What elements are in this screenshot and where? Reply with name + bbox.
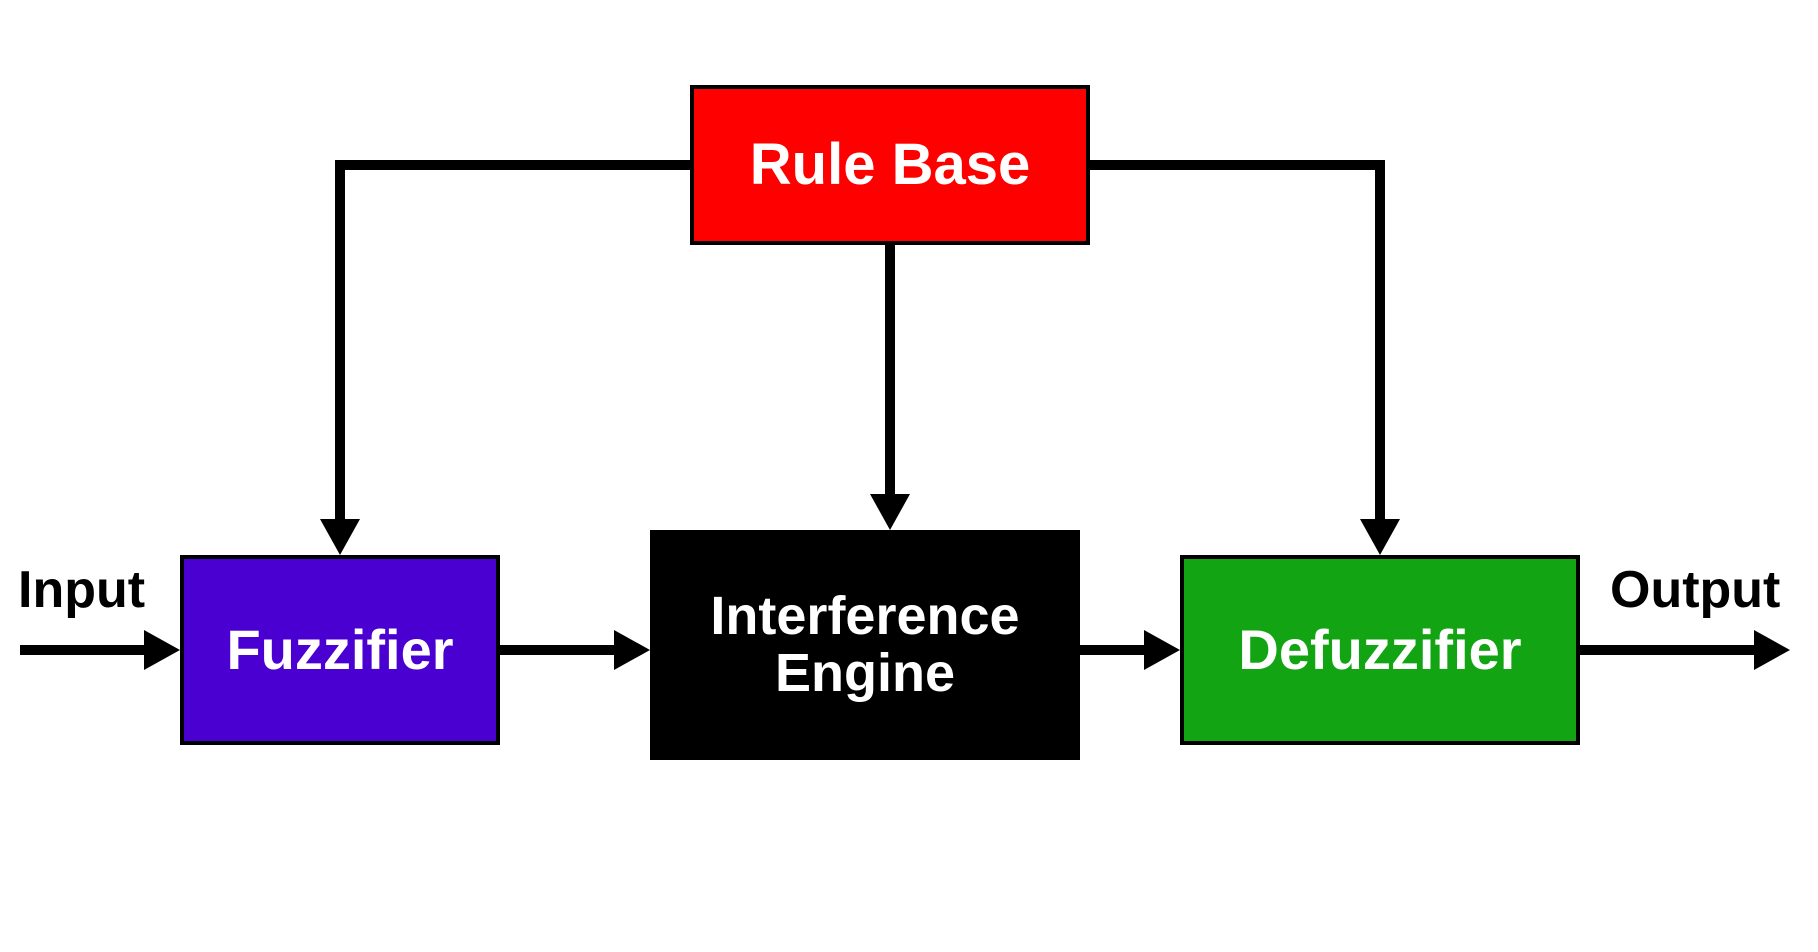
defuzzifier-box: Defuzzifier bbox=[1180, 555, 1580, 745]
defuzzifier-label: Defuzzifier bbox=[1238, 621, 1521, 680]
inference-engine-label: InterferenceEngine bbox=[710, 588, 1019, 701]
inference-engine-box: InterferenceEngine bbox=[650, 530, 1080, 760]
fuzzifier-label: Fuzzifier bbox=[226, 621, 453, 680]
diagram-stage: Rule Base Fuzzifier InterferenceEngine D… bbox=[0, 0, 1818, 952]
output-label: Output bbox=[1610, 560, 1780, 620]
fuzzifier-box: Fuzzifier bbox=[180, 555, 500, 745]
rule-base-label: Rule Base bbox=[750, 135, 1030, 196]
input-label: Input bbox=[18, 560, 145, 620]
rule-base-box: Rule Base bbox=[690, 85, 1090, 245]
